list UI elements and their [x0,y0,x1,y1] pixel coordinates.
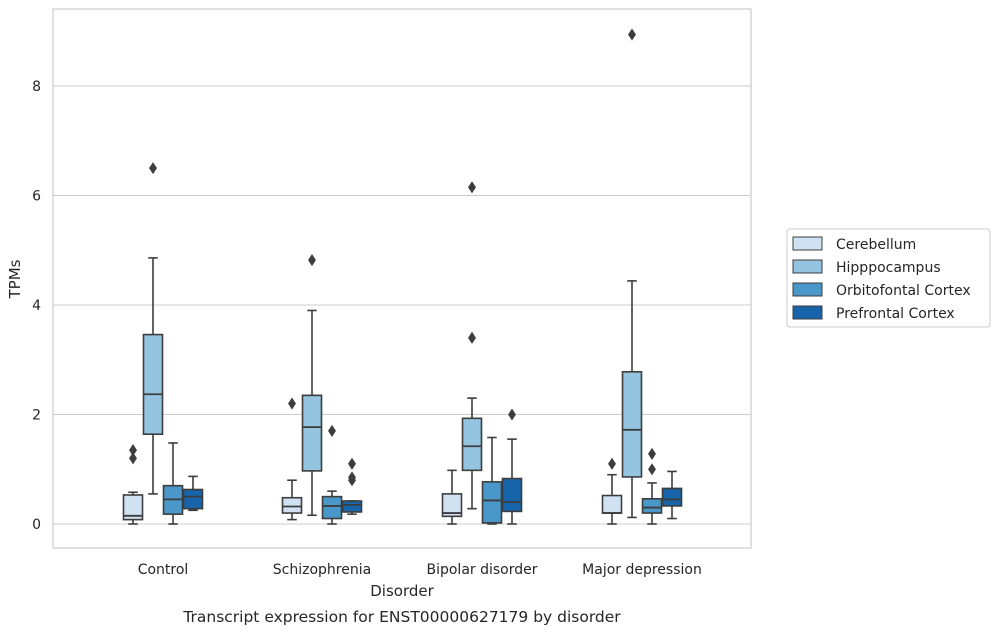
y-axis-label: TPMs [6,259,24,299]
box-iqr [481,481,503,524]
box-orbitofontal-cortex-0 [162,442,184,525]
outlier-point [508,408,516,421]
outlier-point [308,254,316,267]
box-layer [122,28,683,525]
y-tick-label: 6 [32,189,41,205]
figure-caption: Transcript expression for ENST0000062717… [182,608,621,626]
y-tick-label: 2 [32,408,41,424]
box-iqr [281,496,303,514]
box-iqr [621,370,643,478]
box-prefrontal-cortex-2 [501,408,523,525]
box-cerebellum-1 [281,397,303,521]
legend-label: Cerebellum [836,237,916,253]
box-orbitofontal-cortex-2 [481,436,503,525]
box-iqr [501,477,523,513]
box-iqr [122,494,144,521]
box-prefrontal-cortex-1 [341,457,363,515]
x-tick-labels: Control Schizophrenia Bipolar disorder Majo… [138,562,702,578]
outlier-point [328,424,336,437]
outlier-point [288,397,296,410]
outlier-point [129,452,137,465]
x-tick-label: Schizophrenia [273,562,371,578]
legend-label: Prefrontal Cortex [836,306,955,322]
x-tick-label: Control [138,562,189,578]
box-iqr [142,333,164,436]
outlier-point [149,162,157,175]
legend-swatch-prefrontal-cortex [792,305,823,320]
outlier-point [348,471,356,484]
box-hipppocampus-3 [621,28,643,519]
legend-frame [786,228,991,328]
box-cerebellum-2 [441,469,463,525]
x-tick-label: Major depression [582,562,702,578]
box-iqr [301,394,323,472]
box-cerebellum-0 [122,444,144,525]
outlier-point [648,447,656,460]
box-prefrontal-cortex-0 [182,475,204,512]
outlier-point [129,444,137,457]
y-tick-label: 0 [32,517,41,533]
y-tick-label: 4 [32,298,41,314]
outlier-point [608,457,616,470]
box-prefrontal-cortex-3 [661,470,683,520]
box-hipppocampus-2 [461,181,483,510]
outlier-point [468,331,476,344]
outlier-point [628,28,636,41]
x-tick-label: Bipolar disorder [426,562,537,578]
box-iqr [661,487,683,507]
outlier-point [348,457,356,470]
box-cerebellum-3 [601,457,623,525]
box-iqr [601,494,623,514]
box-iqr [441,493,463,518]
plot-frame [52,8,752,549]
legend-swatch-cerebellum [792,236,823,251]
x-axis-label: Disorder [370,582,434,600]
box-hipppocampus-1 [301,254,323,517]
grid-layer [53,85,751,525]
box-iqr [641,498,663,514]
legend-swatch-hipppocampus [792,259,823,274]
box-iqr [182,488,204,510]
box-orbitofontal-cortex-3 [641,447,663,525]
outlier-point [468,181,476,194]
box-iqr [341,500,363,513]
box-iqr [321,495,343,520]
legend-swatch-orbitofontal-cortex [792,282,823,297]
legend-label: Hipppocampus [836,260,941,276]
outlier-point [648,463,656,476]
box-iqr [461,417,483,472]
y-tick-labels: 0 2 4 6 8 [32,79,41,533]
y-tick-label: 8 [32,79,41,95]
box-hipppocampus-0 [142,162,164,495]
legend: Cerebellum Hipppocampus Orbitofontal Corte… [786,228,991,328]
legend-label: Orbitofontal Cortex [836,283,971,299]
box-orbitofontal-cortex-1 [321,424,343,525]
